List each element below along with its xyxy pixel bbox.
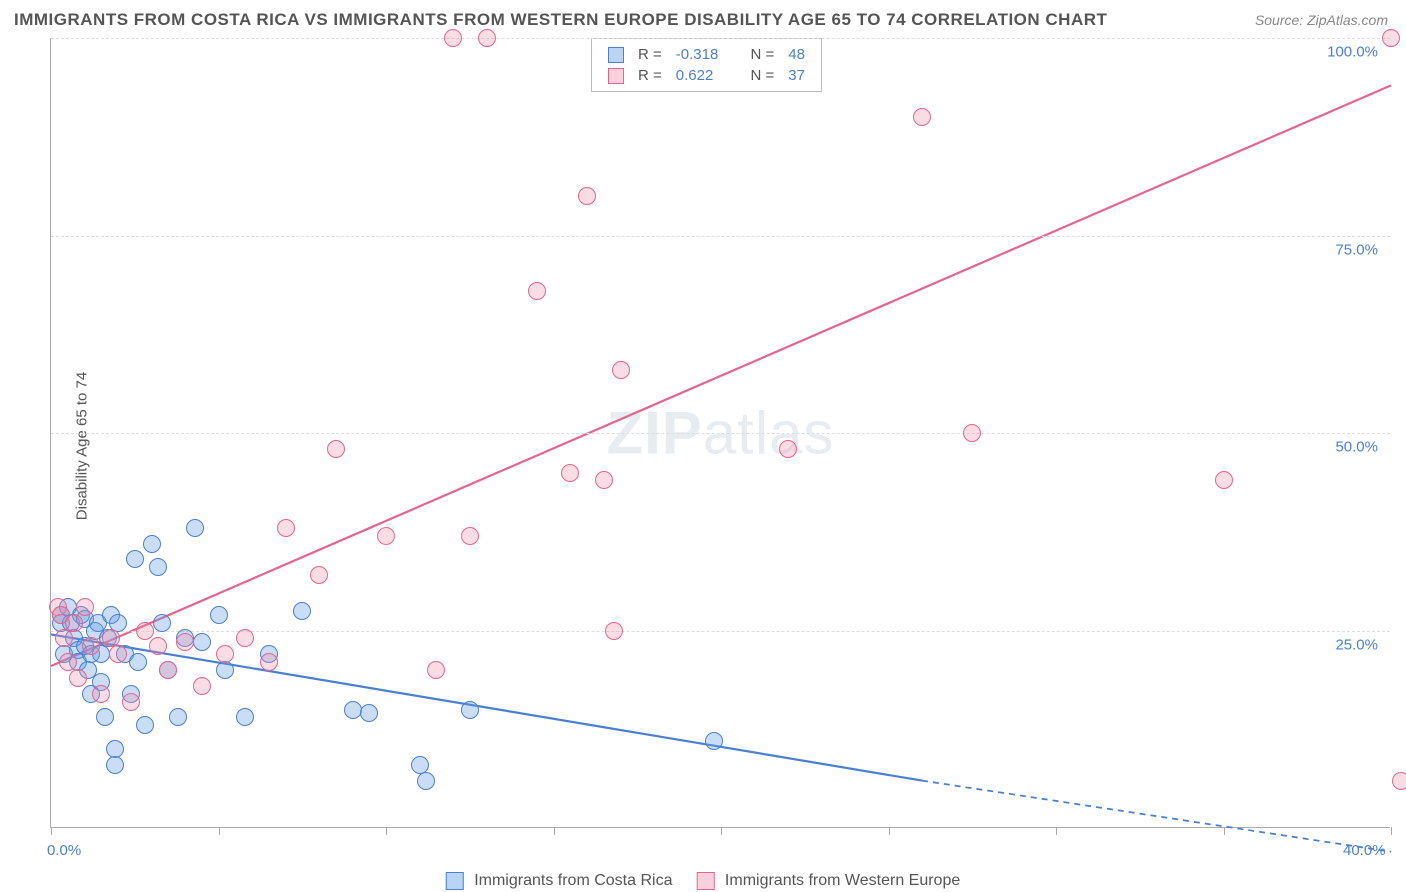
stats-row-pink: R = 0.622 N = 37 [602, 66, 811, 85]
legend-item-blue: Immigrants from Costa Rica [446, 872, 673, 890]
scatter-point [277, 519, 295, 537]
scatter-point [417, 772, 435, 790]
y-tick-label: 75.0% [1335, 241, 1384, 258]
scatter-point [236, 708, 254, 726]
legend-label-pink: Immigrants from Western Europe [725, 872, 960, 889]
scatter-point [210, 606, 228, 624]
scatter-point [913, 108, 931, 126]
legend-swatch-pink [608, 68, 624, 84]
scatter-point [76, 598, 94, 616]
x-tick [386, 827, 387, 835]
r-value-pink: 0.622 [670, 66, 725, 85]
scatter-point [360, 704, 378, 722]
scatter-point [106, 756, 124, 774]
scatter-point [461, 527, 479, 545]
scatter-point [193, 633, 211, 651]
legend-swatch-blue-icon [446, 872, 464, 890]
scatter-point [136, 622, 154, 640]
scatter-point [1215, 471, 1233, 489]
scatter-point [65, 614, 83, 632]
scatter-point [344, 701, 362, 719]
scatter-point [92, 685, 110, 703]
scatter-point [216, 661, 234, 679]
scatter-point [149, 637, 167, 655]
legend-label-blue: Immigrants from Costa Rica [474, 872, 672, 889]
plot-area: ZIPatlas R = -0.318 N = 48 R = 0.622 [50, 38, 1390, 828]
scatter-point [236, 629, 254, 647]
scatter-point [159, 661, 177, 679]
y-tick-label: 25.0% [1335, 636, 1384, 653]
scatter-point [293, 602, 311, 620]
scatter-point [143, 535, 161, 553]
scatter-point [779, 440, 797, 458]
x-tick [1391, 827, 1392, 835]
n-value-blue: 48 [782, 45, 811, 64]
scatter-point [444, 29, 462, 47]
scatter-point [126, 550, 144, 568]
source-label: Source: ZipAtlas.com [1255, 12, 1388, 28]
scatter-point [169, 708, 187, 726]
scatter-point [96, 708, 114, 726]
scatter-point [461, 701, 479, 719]
r-value-blue: -0.318 [670, 45, 725, 64]
stats-row-blue: R = -0.318 N = 48 [602, 45, 811, 64]
scatter-point [216, 645, 234, 663]
trend-line [51, 85, 1391, 666]
scatter-point [109, 645, 127, 663]
legend-swatch-pink-icon [696, 872, 714, 890]
x-tick [721, 827, 722, 835]
x-tick-label: 0.0% [47, 842, 81, 859]
x-tick [51, 827, 52, 835]
scatter-point [327, 440, 345, 458]
scatter-point [605, 622, 623, 640]
scatter-point [136, 716, 154, 734]
scatter-point [69, 669, 87, 687]
scatter-point [478, 29, 496, 47]
legend-bottom: Immigrants from Costa Rica Immigrants fr… [446, 872, 961, 890]
scatter-point [595, 471, 613, 489]
n-value-pink: 37 [782, 66, 811, 85]
scatter-point [82, 637, 100, 655]
x-tick [1224, 827, 1225, 835]
x-tick [219, 827, 220, 835]
chart-root: IMMIGRANTS FROM COSTA RICA VS IMMIGRANTS… [0, 0, 1406, 892]
scatter-point [153, 614, 171, 632]
scatter-point [427, 661, 445, 679]
scatter-point [377, 527, 395, 545]
scatter-point [193, 677, 211, 695]
scatter-point [176, 633, 194, 651]
gridline [51, 38, 1390, 39]
x-tick [889, 827, 890, 835]
gridline [51, 433, 1390, 434]
gridline [51, 236, 1390, 237]
trend-line [922, 781, 1391, 852]
y-tick-label: 100.0% [1327, 44, 1384, 61]
x-tick [1056, 827, 1057, 835]
legend-item-pink: Immigrants from Western Europe [696, 872, 960, 890]
scatter-point [578, 187, 596, 205]
scatter-point [310, 566, 328, 584]
x-tick [554, 827, 555, 835]
y-tick-label: 50.0% [1335, 439, 1384, 456]
stats-box: R = -0.318 N = 48 R = 0.622 N = 37 [591, 38, 822, 92]
scatter-point [528, 282, 546, 300]
scatter-point [1382, 29, 1400, 47]
scatter-point [129, 653, 147, 671]
scatter-point [55, 629, 73, 647]
x-tick-label: 40.0% [1343, 842, 1386, 859]
trend-line [51, 634, 922, 780]
scatter-point [149, 558, 167, 576]
scatter-point [260, 653, 278, 671]
scatter-point [122, 693, 140, 711]
chart-title: IMMIGRANTS FROM COSTA RICA VS IMMIGRANTS… [14, 10, 1107, 30]
scatter-point [705, 732, 723, 750]
scatter-point [561, 464, 579, 482]
scatter-point [1392, 772, 1406, 790]
scatter-point [963, 424, 981, 442]
scatter-point [612, 361, 630, 379]
scatter-point [186, 519, 204, 537]
legend-swatch-blue [608, 47, 624, 63]
